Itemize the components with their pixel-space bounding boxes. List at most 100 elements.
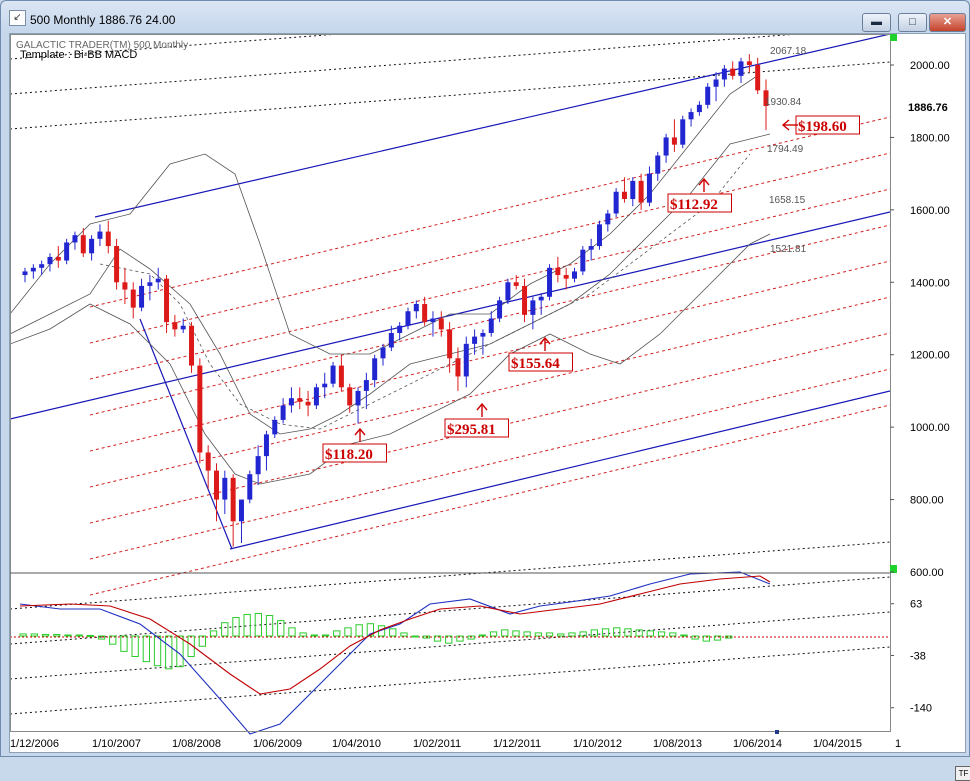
candle-body [180, 325, 186, 330]
macd-histogram-bar [153, 635, 162, 667]
candle [89, 235, 95, 261]
candle [388, 325, 394, 352]
candle [288, 387, 294, 413]
macd-histogram-bar [702, 635, 711, 642]
macd-histogram-bar [176, 635, 184, 668]
annotation-box [322, 443, 387, 463]
candle-body [613, 191, 619, 214]
macd-histogram-bar [657, 631, 666, 637]
chart-area[interactable]: 63 -38 -140 2000.00 1800.00 1600.00 1400.00 12… [9, 33, 970, 781]
upper-band [10, 73, 761, 355]
candle [746, 54, 752, 73]
candle [139, 278, 145, 312]
macd-tick-label: 63 [910, 599, 922, 611]
candle [763, 79, 769, 131]
chart-app-icon[interactable]: ↙ [9, 10, 26, 26]
candle [555, 256, 561, 283]
candle [305, 390, 311, 417]
candle [605, 209, 611, 232]
macd-histogram-bar [198, 635, 206, 647]
red-dashed-line [89, 116, 891, 308]
candle [380, 343, 386, 366]
candle-body [696, 104, 702, 113]
macd-histogram-bar [97, 635, 106, 640]
macd-histogram-bar [590, 629, 599, 637]
candle-body [455, 358, 461, 377]
candle [596, 220, 602, 250]
candle [238, 499, 244, 544]
candle [355, 387, 361, 424]
price-tick-label: 1000.00 [910, 422, 950, 434]
macd-histogram-bar [467, 635, 475, 640]
timeframe-button[interactable]: TF [955, 766, 970, 781]
candle-body [338, 365, 344, 388]
candle [522, 278, 528, 323]
candle-body [388, 332, 394, 348]
macd-histogram-bar [445, 635, 453, 644]
candle-body [547, 267, 553, 297]
last-price-label: 1886.76 [908, 102, 948, 114]
macd-histogram-bar [523, 631, 531, 637]
candle [80, 227, 86, 257]
candle [47, 253, 53, 272]
candle [22, 267, 28, 283]
macd-histogram-bar [254, 612, 262, 637]
candle-body [255, 456, 261, 475]
chart-canvas[interactable]: 63-38-140 2000.001800.001600.001400.0012… [10, 34, 965, 752]
candle-body [105, 231, 111, 247]
candle [247, 470, 253, 504]
macd-tick-label: -140 [910, 703, 932, 715]
minimize-button[interactable]: ▬ [862, 13, 891, 32]
red-dashed-line [89, 152, 891, 344]
candle [30, 264, 36, 279]
candle [72, 231, 78, 250]
macd-histogram-bar [165, 635, 173, 670]
candle [413, 300, 419, 319]
candle-body [155, 278, 161, 283]
macd-histogram-bar [355, 624, 363, 637]
macd-histogram-bar [86, 634, 94, 637]
candle [713, 72, 719, 102]
candle [180, 318, 186, 333]
macd-histogram-bar [489, 631, 498, 637]
candle [363, 372, 369, 410]
candle-body [213, 470, 219, 500]
macd-histogram-bar [601, 628, 610, 637]
candle-body [646, 173, 652, 203]
middle-band [10, 133, 771, 435]
candle-body [738, 61, 744, 76]
x-tick-label: 1/02/2011 [413, 738, 461, 750]
x-tick-label: 1/06/2009 [253, 738, 302, 750]
candle [705, 83, 711, 109]
candle-body [721, 68, 727, 80]
candle [480, 329, 486, 355]
candle-body [97, 231, 103, 239]
candle [130, 282, 136, 319]
candle-body [430, 318, 436, 323]
x-tick-label: 1/12/2006 [10, 738, 59, 750]
maximize-button[interactable]: □ [898, 13, 927, 32]
close-button[interactable]: ✕ [929, 13, 966, 32]
candle [755, 57, 761, 94]
candle [447, 322, 453, 373]
candle [638, 173, 644, 210]
candle-body [580, 249, 586, 272]
candle-body [247, 474, 253, 500]
candle [513, 275, 519, 290]
macd-histogram-bar [288, 627, 296, 637]
candle [105, 220, 111, 254]
candle [147, 275, 153, 301]
candle-body [705, 86, 711, 105]
candle [297, 387, 303, 410]
candle [322, 372, 328, 399]
macd-histogram-bar [310, 634, 319, 637]
x-tick-label: 1/04/2015 [813, 738, 862, 750]
macd-histogram-bar [209, 630, 218, 637]
candle [621, 177, 627, 203]
red-dashed-line [89, 188, 891, 380]
title-bar[interactable]: ↙ 500 Monthly 1886.76 24.00 ▬ □ ✕ [1, 1, 969, 32]
candle-body [480, 332, 486, 337]
candle-body [363, 380, 369, 391]
candle [313, 383, 319, 410]
chart-template-label: Template : Bi-BB MACD [20, 49, 137, 61]
